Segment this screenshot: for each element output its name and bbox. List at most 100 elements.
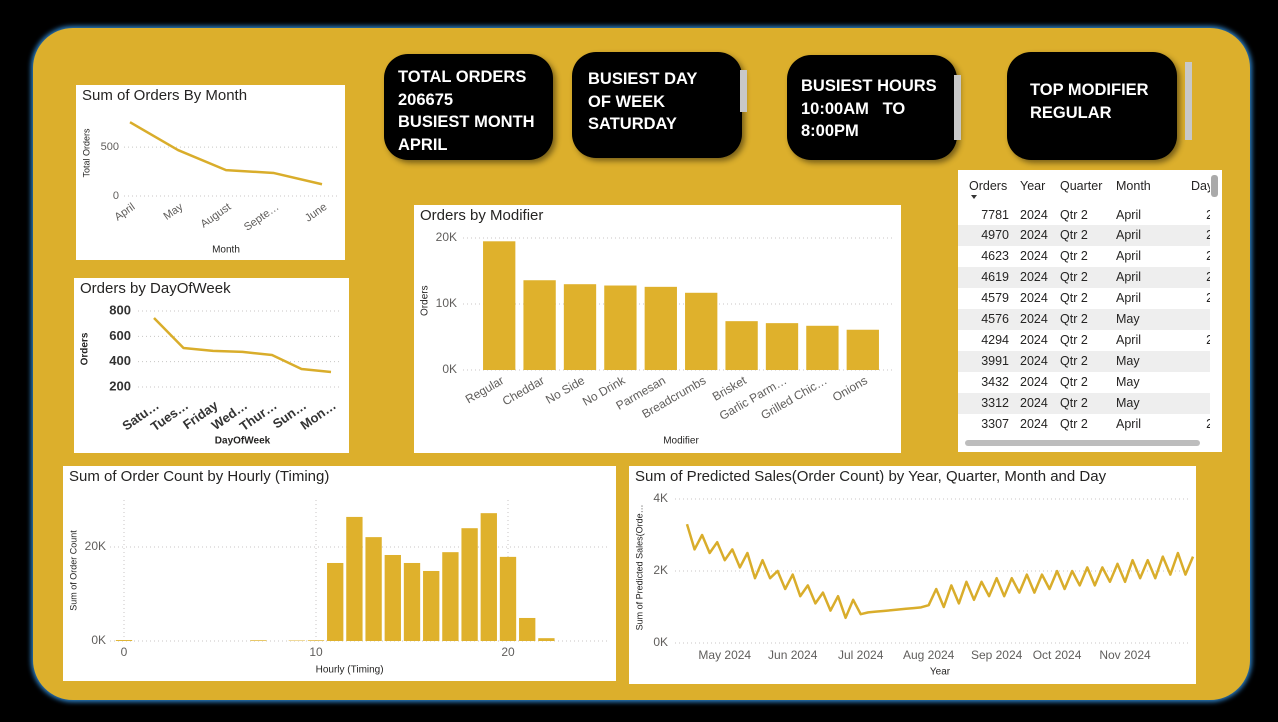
- column-header: Month: [1116, 179, 1151, 193]
- table-cell: Qtr 2: [1060, 270, 1088, 285]
- card-subvalue: APRIL: [398, 135, 448, 154]
- table-cell: Qtr 2: [1060, 207, 1088, 222]
- table-cell: 4623: [981, 249, 1009, 264]
- table-cell: 20: [1206, 207, 1210, 222]
- table-cell: 24: [1206, 270, 1210, 285]
- sort-indicator: [971, 195, 977, 199]
- table-cell: 2024: [1020, 416, 1048, 431]
- table-cell: April: [1116, 416, 1142, 431]
- card-value: SATURDAY: [588, 115, 677, 133]
- scrollbar[interactable]: [965, 440, 1200, 446]
- table-cell: 3312: [981, 395, 1009, 410]
- y-tick-label: 500: [101, 141, 119, 153]
- y-tick-label: 20K: [85, 539, 106, 553]
- y-tick-label: 20K: [436, 230, 457, 244]
- table-cell: 2024: [1020, 291, 1048, 306]
- x-tick-label: May 2024: [698, 648, 751, 662]
- bar: [442, 552, 459, 641]
- table-row: 4619 2024 Qtr 2 April 24: [958, 267, 1210, 289]
- bar: [423, 570, 440, 641]
- table-cell: 7781: [981, 207, 1009, 222]
- kpi-card: TOP MODIFIER REGULAR: [1007, 52, 1177, 160]
- table-cell: 5: [1180, 375, 1210, 389]
- chart-title: Orders by DayOfWeek: [80, 280, 231, 297]
- y-tick-label: 400: [109, 353, 131, 368]
- table-cell: April: [1116, 249, 1142, 264]
- chart-background: [629, 466, 1196, 684]
- table-cell: 2: [1180, 396, 1210, 410]
- table-cell: 3: [1180, 312, 1210, 326]
- y-tick-label: 600: [109, 328, 131, 343]
- bar: [499, 556, 517, 641]
- kpi-card: BUSIEST HOURS 10:00AM TO 8:00PM: [787, 55, 957, 160]
- card-value: 10:00AM TO 8:00PM: [801, 99, 910, 141]
- x-tick-label: Jul 2024: [838, 648, 884, 662]
- x-axis-title: DayOfWeek: [215, 436, 271, 447]
- bar: [115, 640, 133, 641]
- bar: [563, 284, 597, 370]
- table-cell: 3991: [981, 353, 1009, 368]
- x-tick-label: Sep 2024: [971, 648, 1023, 662]
- card-title: BUSIEST DAY OF WEEK: [588, 70, 702, 111]
- chart-background: [74, 278, 349, 453]
- table-cell: Qtr 2: [1060, 353, 1088, 368]
- table-cell: 3307: [981, 416, 1009, 431]
- table-cell: 4294: [981, 332, 1009, 347]
- x-tick-label: 20: [501, 645, 515, 659]
- table-row: 3432 2024 Qtr 2 May 5: [958, 371, 1210, 393]
- table-row: 4623 2024 Qtr 2 April 25: [958, 246, 1210, 268]
- scrollbar[interactable]: [740, 70, 747, 112]
- chart-title: Sum of Orders By Month: [82, 87, 247, 104]
- y-tick-label: 10K: [436, 296, 457, 310]
- table-cell: 27: [1206, 332, 1210, 347]
- x-axis-title: Month: [212, 245, 240, 256]
- bar: [384, 554, 401, 641]
- y-tick-label: 2K: [653, 563, 668, 577]
- table-cell: Qtr 2: [1060, 312, 1088, 326]
- bar: [483, 241, 516, 370]
- bar: [480, 513, 497, 641]
- table-row: 4579 2024 Qtr 2 April 26: [958, 288, 1210, 310]
- bar: [461, 528, 478, 641]
- table-cell: Qtr 2: [1060, 332, 1088, 347]
- table-cell: 26: [1206, 291, 1210, 306]
- table-cell: 2024: [1020, 249, 1048, 264]
- bar: [604, 285, 637, 370]
- scrollbar[interactable]: [1185, 62, 1192, 140]
- table-cell: 2024: [1020, 207, 1048, 222]
- table-row: 3312 2024 Qtr 2 May 2: [958, 392, 1210, 414]
- table-row: 3991 2024 Qtr 2 May 4: [958, 350, 1210, 372]
- table-cell: April: [1116, 270, 1142, 285]
- table-cell: May: [1116, 374, 1140, 389]
- y-tick-label: 200: [109, 378, 131, 393]
- y-axis-title: Orders: [80, 332, 91, 365]
- y-tick-label: 800: [109, 302, 131, 317]
- table-row: 7781 2024 Qtr 2 April 20: [958, 204, 1210, 226]
- column-header: Quarter: [1060, 179, 1103, 193]
- table-cell: Qtr 2: [1060, 395, 1088, 410]
- kpi-card: TOTAL ORDERS 206675 BUSIEST MONTH APRIL: [384, 54, 553, 160]
- bar: [523, 280, 556, 370]
- table-row: 4970 2024 Qtr 2 April 23: [958, 225, 1210, 247]
- table-cell: 4579: [981, 291, 1009, 306]
- scrollbar[interactable]: [1211, 175, 1218, 197]
- y-tick-label: 0K: [91, 633, 106, 647]
- card-title: BUSIEST HOURS: [801, 77, 937, 95]
- table-cell: 4970: [981, 228, 1009, 243]
- table-cell: 4576: [981, 312, 1009, 326]
- table-cell: April: [1116, 332, 1142, 347]
- table-cell: 2024: [1020, 353, 1048, 368]
- table-cell: 3432: [981, 374, 1009, 389]
- table-cell: May: [1116, 353, 1140, 368]
- bar: [806, 325, 839, 370]
- sort-arrow: [971, 195, 977, 199]
- x-tick-label: Oct 2024: [1033, 648, 1082, 662]
- table-cell: April: [1116, 291, 1142, 306]
- y-tick-label: 0: [113, 190, 119, 202]
- scrollbar[interactable]: [954, 75, 961, 140]
- table-cell: Qtr 2: [1060, 374, 1088, 389]
- table-cell: May: [1116, 312, 1140, 326]
- column-header: Day: [1191, 179, 1210, 193]
- table-cell: Qtr 2: [1060, 249, 1088, 264]
